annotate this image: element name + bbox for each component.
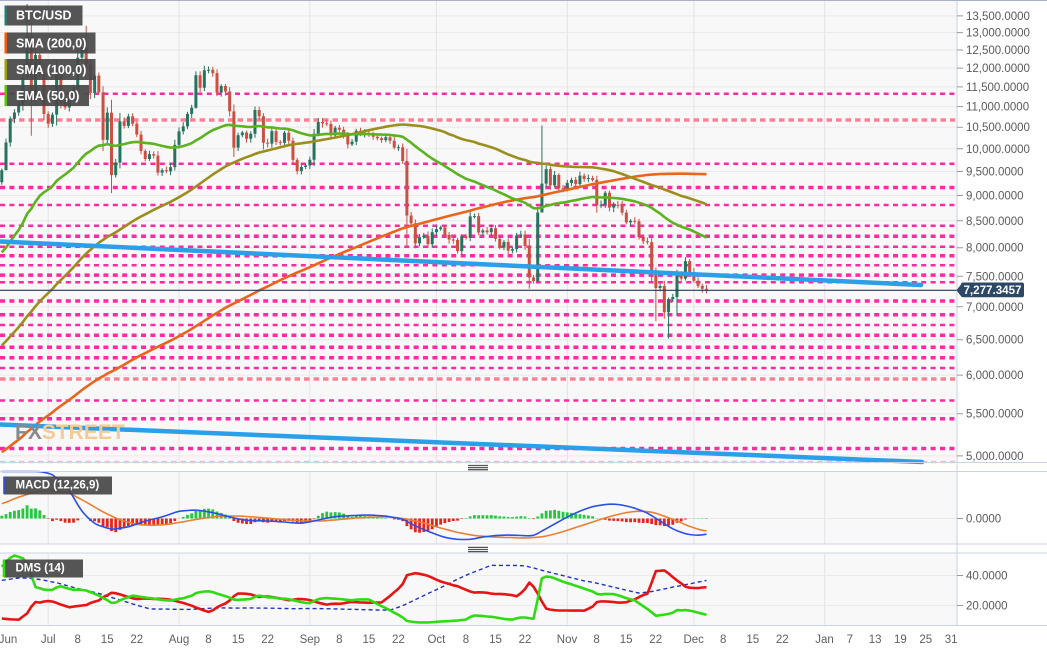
svg-text:15: 15 [101, 634, 114, 646]
svg-text:15: 15 [232, 634, 245, 646]
svg-text:EMA (50,0): EMA (50,0) [16, 89, 79, 103]
svg-text:8,500.0000: 8,500.0000 [966, 216, 1024, 228]
svg-text:8: 8 [74, 634, 80, 646]
svg-text:22: 22 [519, 634, 532, 646]
svg-text:7,000.0000: 7,000.0000 [966, 302, 1024, 314]
svg-text:6,500.0000: 6,500.0000 [966, 335, 1024, 347]
svg-text:Jul: Jul [41, 634, 56, 646]
svg-text:Jan: Jan [815, 634, 834, 646]
svg-text:8: 8 [720, 634, 726, 646]
svg-text:15: 15 [620, 634, 633, 646]
svg-text:11,000.0000: 11,000.0000 [966, 102, 1029, 114]
svg-text:13,500.0000: 13,500.0000 [966, 11, 1030, 23]
svg-text:22: 22 [392, 634, 405, 646]
svg-text:8: 8 [463, 634, 469, 646]
svg-text:Nov: Nov [557, 634, 578, 646]
svg-text:12,000.0000: 12,000.0000 [966, 63, 1030, 75]
svg-text:Sep: Sep [300, 634, 320, 646]
svg-text:BTC/USD: BTC/USD [16, 9, 72, 23]
svg-text:8: 8 [593, 634, 599, 646]
svg-text:8: 8 [336, 634, 342, 646]
svg-text:5,000.0000: 5,000.0000 [966, 451, 1024, 463]
svg-text:6,000.0000: 6,000.0000 [966, 370, 1024, 382]
svg-text:10,000.0000: 10,000.0000 [966, 144, 1030, 156]
svg-text:5,500.0000: 5,500.0000 [966, 409, 1024, 421]
svg-text:15: 15 [363, 634, 376, 646]
svg-text:8: 8 [205, 634, 211, 646]
svg-text:22: 22 [649, 634, 662, 646]
svg-text:7: 7 [847, 634, 853, 646]
svg-text:SMA (100,0): SMA (100,0) [16, 63, 86, 77]
svg-text:10,500.0000: 10,500.0000 [966, 122, 1030, 134]
svg-text:DMS (14): DMS (14) [16, 563, 65, 575]
svg-text:9,500.0000: 9,500.0000 [966, 167, 1024, 179]
svg-text:13,000.0000: 13,000.0000 [966, 28, 1030, 40]
svg-text:11,500.0000: 11,500.0000 [966, 82, 1029, 94]
svg-text:40.0000: 40.0000 [966, 571, 1008, 583]
svg-text:Jun: Jun [0, 634, 17, 646]
svg-text:31: 31 [945, 634, 958, 646]
svg-text:7,277.3457: 7,277.3457 [963, 284, 1021, 297]
svg-text:25: 25 [919, 634, 932, 646]
svg-text:9,000.0000: 9,000.0000 [966, 191, 1024, 203]
svg-text:12,500.0000: 12,500.0000 [966, 45, 1030, 57]
svg-text:Aug: Aug [169, 634, 189, 646]
svg-text:22: 22 [776, 634, 789, 646]
svg-text:0.0000: 0.0000 [966, 514, 1001, 526]
svg-text:7,500.0000: 7,500.0000 [966, 271, 1024, 283]
svg-text:19: 19 [894, 634, 907, 646]
svg-text:8,000.0000: 8,000.0000 [966, 243, 1024, 255]
svg-text:Oct: Oct [427, 634, 446, 646]
svg-text:22: 22 [261, 634, 274, 646]
svg-text:20.0000: 20.0000 [966, 601, 1008, 613]
svg-text:22: 22 [130, 634, 143, 646]
svg-text:15: 15 [746, 634, 759, 646]
svg-text:13: 13 [869, 634, 882, 646]
svg-text:15: 15 [489, 634, 502, 646]
svg-text:MACD (12,26,9): MACD (12,26,9) [16, 480, 100, 492]
svg-text:Dec: Dec [683, 634, 704, 646]
svg-text:FXSTREET: FXSTREET [15, 421, 125, 444]
svg-text:SMA (200,0): SMA (200,0) [16, 37, 86, 51]
